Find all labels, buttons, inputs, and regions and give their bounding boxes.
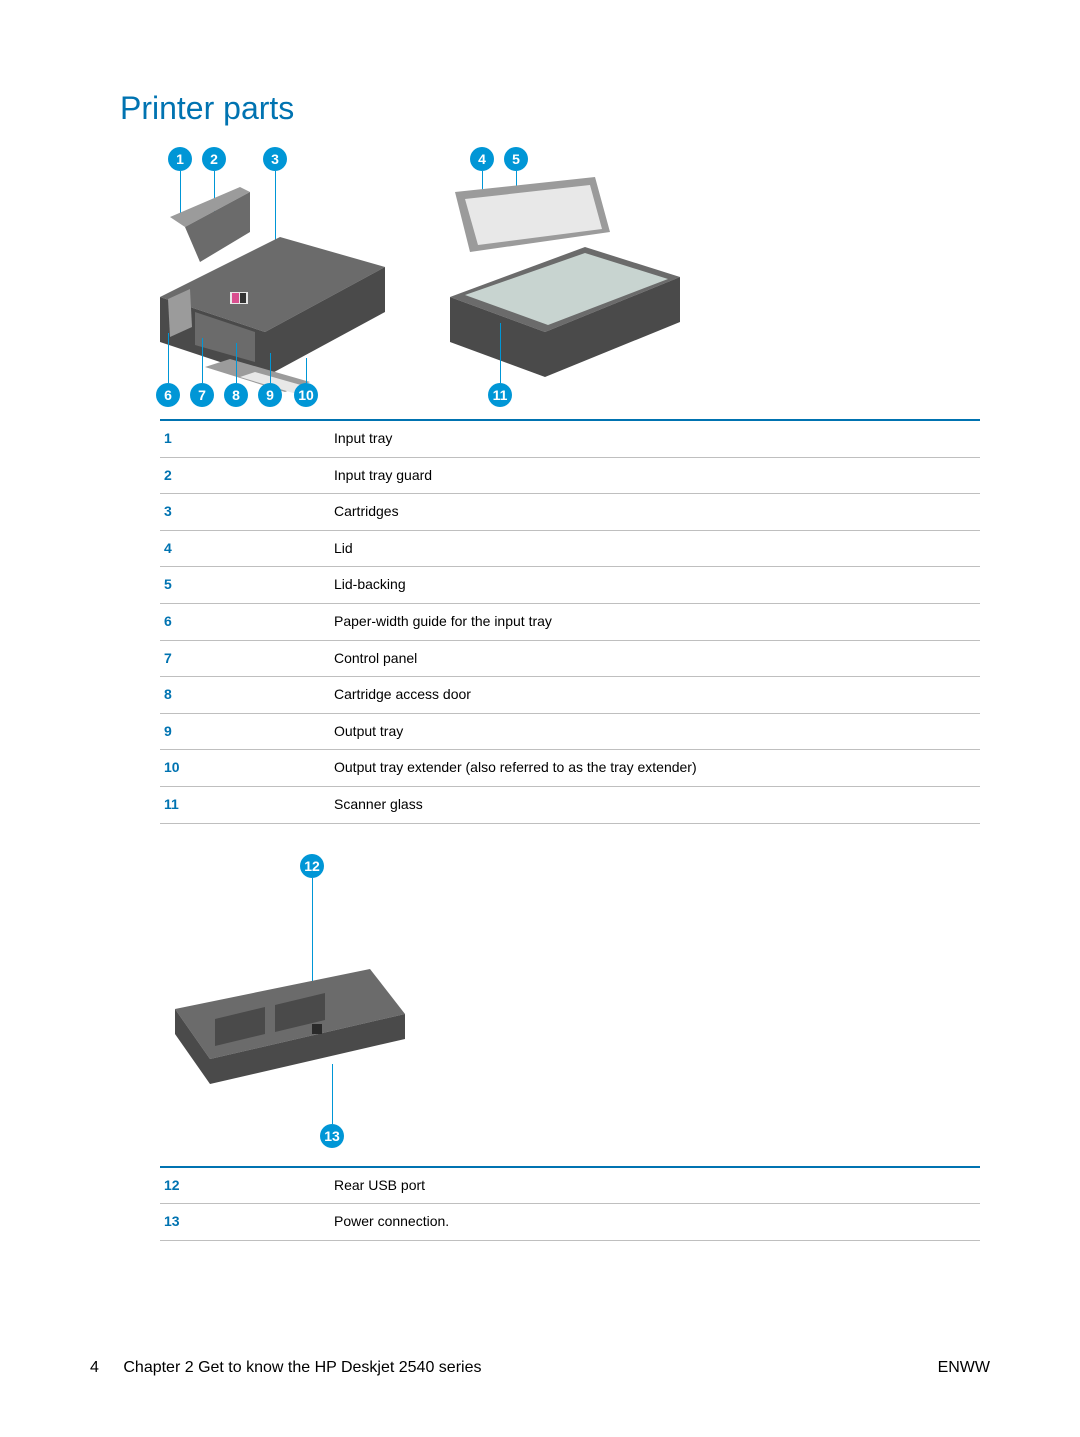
callout-11: 11	[488, 383, 512, 407]
part-num: 5	[160, 567, 330, 604]
parts-table-2: 12Rear USB port 13Power connection.	[160, 1166, 980, 1241]
callout-9: 9	[258, 383, 282, 407]
table-row: 8Cartridge access door	[160, 677, 980, 714]
callout-8: 8	[224, 383, 248, 407]
table-row: 1Input tray	[160, 420, 980, 457]
rear-diagram: 12 13	[150, 854, 990, 1154]
table-row: 6Paper-width guide for the input tray	[160, 603, 980, 640]
part-num: 12	[160, 1167, 330, 1204]
part-desc: Scanner glass	[330, 786, 980, 823]
part-num: 10	[160, 750, 330, 787]
callout-2: 2	[202, 147, 226, 171]
part-num: 8	[160, 677, 330, 714]
part-desc: Input tray guard	[330, 457, 980, 494]
part-num: 11	[160, 786, 330, 823]
part-num: 2	[160, 457, 330, 494]
table-row: 9Output tray	[160, 713, 980, 750]
chapter-title: Chapter 2 Get to know the HP Deskjet 254…	[123, 1359, 481, 1376]
table-row: 13Power connection.	[160, 1204, 980, 1241]
part-desc: Paper-width guide for the input tray	[330, 603, 980, 640]
table-row: 10Output tray extender (also referred to…	[160, 750, 980, 787]
page-footer: 4 Chapter 2 Get to know the HP Deskjet 2…	[90, 1359, 990, 1377]
table-row: 4Lid	[160, 530, 980, 567]
front-diagram: 1 2 3	[150, 147, 990, 407]
part-desc: Input tray	[330, 420, 980, 457]
printer-closed-illustration	[150, 177, 400, 397]
part-num: 7	[160, 640, 330, 677]
callout-7: 7	[190, 383, 214, 407]
part-num: 6	[160, 603, 330, 640]
part-num: 3	[160, 494, 330, 531]
part-desc: Control panel	[330, 640, 980, 677]
part-desc: Power connection.	[330, 1204, 980, 1241]
table-row: 3Cartridges	[160, 494, 980, 531]
part-num: 4	[160, 530, 330, 567]
callout-4: 4	[470, 147, 494, 171]
part-desc: Output tray extender (also referred to a…	[330, 750, 980, 787]
callout-5: 5	[504, 147, 528, 171]
callout-10: 10	[294, 383, 318, 407]
callout-1: 1	[168, 147, 192, 171]
printer-rear-illustration	[170, 964, 410, 1094]
table-row: 5Lid-backing	[160, 567, 980, 604]
footer-right: ENWW	[938, 1359, 990, 1377]
table-row: 11Scanner glass	[160, 786, 980, 823]
part-desc: Cartridges	[330, 494, 980, 531]
section-title: Printer parts	[120, 90, 990, 127]
callout-6: 6	[156, 383, 180, 407]
parts-table-1: 1Input tray 2Input tray guard 3Cartridge…	[160, 419, 980, 824]
page-number: 4	[90, 1359, 99, 1376]
callout-13: 13	[320, 1124, 344, 1148]
part-desc: Cartridge access door	[330, 677, 980, 714]
part-desc: Rear USB port	[330, 1167, 980, 1204]
printer-open-illustration	[440, 177, 690, 397]
part-num: 1	[160, 420, 330, 457]
table-row: 2Input tray guard	[160, 457, 980, 494]
part-num: 13	[160, 1204, 330, 1241]
callout-12: 12	[300, 854, 324, 878]
callout-3: 3	[263, 147, 287, 171]
part-desc: Lid	[330, 530, 980, 567]
part-desc: Lid-backing	[330, 567, 980, 604]
part-desc: Output tray	[330, 713, 980, 750]
table-row: 7Control panel	[160, 640, 980, 677]
table-row: 12Rear USB port	[160, 1167, 980, 1204]
part-num: 9	[160, 713, 330, 750]
